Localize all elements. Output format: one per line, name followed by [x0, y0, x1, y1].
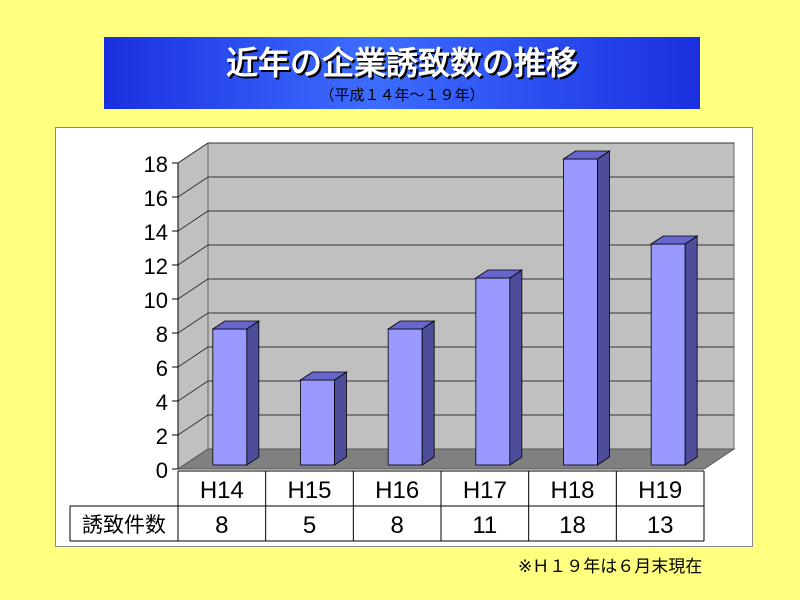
- bar-front: [212, 328, 248, 466]
- bar: [386, 320, 436, 466]
- data-label: 11: [472, 512, 497, 539]
- bar-front: [387, 328, 423, 466]
- bar-top: [649, 235, 699, 245]
- gridline: [177, 176, 734, 198]
- x-category-label: H18: [550, 477, 594, 504]
- data-label: 13: [647, 512, 674, 539]
- bar-front: [563, 158, 598, 466]
- bar-chart: 0 2 4 6 8 10 12 14 16 18 H14 8 H15 5 H16 8 H17 11 H18 18 H19…: [69, 142, 736, 542]
- bar-side: [509, 269, 523, 466]
- bar-side: [334, 371, 347, 466]
- footnote: ※Ｈ１９年は６月末現在: [518, 557, 703, 577]
- y-tick-label: 8: [156, 322, 168, 347]
- x-category-label: H15: [287, 477, 331, 504]
- x-category-label: H19: [638, 477, 682, 504]
- gridline: [177, 278, 734, 300]
- data-label: 8: [390, 512, 403, 539]
- gridline: [177, 312, 734, 334]
- bar: [562, 150, 611, 466]
- bar-top: [386, 320, 436, 330]
- bar: [649, 235, 699, 466]
- gridline: [177, 346, 734, 368]
- gridline: [177, 414, 734, 436]
- gridline: [177, 244, 734, 266]
- x-category-label: H16: [375, 477, 419, 504]
- x-category-label: H14: [200, 477, 244, 504]
- bar-front: [300, 379, 335, 466]
- bar-side: [421, 320, 435, 466]
- data-label: 18: [559, 512, 586, 539]
- side-wall: [177, 142, 209, 470]
- floor: [176, 448, 736, 470]
- y-tick-label: 16: [144, 186, 168, 211]
- bar: [299, 371, 348, 466]
- bar-top: [211, 320, 261, 330]
- series-label: 誘致件数: [82, 513, 166, 537]
- bar-top: [474, 269, 524, 279]
- gridline: [177, 142, 734, 164]
- gridline: [177, 380, 734, 402]
- bar-side: [684, 235, 698, 466]
- chart-title: 近年の企業誘致数の推移: [225, 44, 578, 82]
- y-tick-label: 2: [156, 424, 168, 449]
- bar-front: [475, 277, 511, 466]
- x-category-label: H17: [463, 477, 507, 504]
- y-tick-label: 6: [156, 356, 168, 381]
- y-tick-label: 18: [144, 152, 168, 177]
- bar: [211, 320, 261, 466]
- bar-side: [246, 320, 260, 466]
- title-banner: 近年の企業誘致数の推移 （平成１４年～１９年）: [104, 37, 700, 109]
- y-tick-label: 14: [144, 220, 168, 245]
- bar: [474, 269, 524, 466]
- y-tick-label: 10: [144, 288, 168, 313]
- chart-panel: 0 2 4 6 8 10 12 14 16 18 H14 8 H15 5 H16 8 H17 11 H18 18 H19…: [55, 127, 753, 547]
- data-label: 5: [303, 512, 316, 539]
- chart-subtitle: （平成１４年～１９年）: [319, 86, 485, 104]
- bar-side: [597, 150, 610, 466]
- y-tick-label: 4: [156, 390, 168, 415]
- y-tick-label: 0: [156, 458, 168, 483]
- bar-front: [650, 243, 686, 466]
- bar-top: [562, 150, 611, 160]
- data-label: 8: [215, 512, 228, 539]
- gridline: [177, 210, 734, 232]
- bar-top: [299, 371, 348, 381]
- y-tick-label: 12: [144, 254, 168, 279]
